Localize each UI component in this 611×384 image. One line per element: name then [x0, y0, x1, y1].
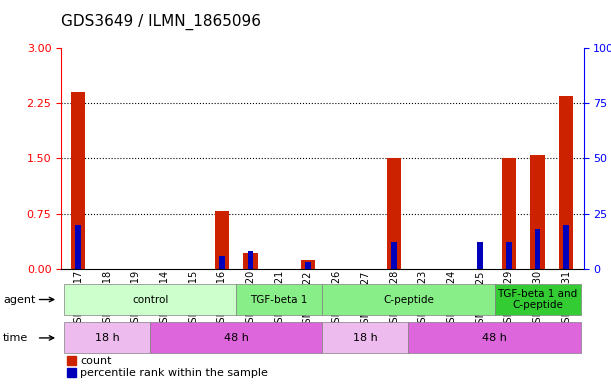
Bar — [563, 225, 569, 269]
Bar — [391, 242, 397, 269]
Bar — [219, 256, 225, 269]
Legend: count, percentile rank within the sample: count, percentile rank within the sample — [67, 356, 268, 379]
FancyBboxPatch shape — [64, 323, 150, 353]
Bar — [535, 229, 541, 269]
Bar — [502, 159, 516, 269]
Text: agent: agent — [3, 295, 35, 305]
Text: 48 h: 48 h — [482, 333, 507, 343]
FancyBboxPatch shape — [150, 323, 323, 353]
Text: TGF-beta 1 and
C-peptide: TGF-beta 1 and C-peptide — [497, 289, 578, 310]
Text: control: control — [132, 295, 168, 305]
Bar — [559, 96, 574, 269]
Bar — [477, 242, 483, 269]
Text: time: time — [3, 333, 28, 343]
FancyBboxPatch shape — [236, 284, 323, 315]
Bar — [387, 159, 401, 269]
Bar — [530, 155, 545, 269]
Text: 18 h: 18 h — [95, 333, 119, 343]
Text: C-peptide: C-peptide — [383, 295, 434, 305]
Text: 48 h: 48 h — [224, 333, 249, 343]
Bar — [506, 242, 512, 269]
Bar — [243, 253, 258, 269]
Bar — [305, 262, 311, 269]
FancyBboxPatch shape — [323, 323, 408, 353]
Bar — [214, 212, 229, 269]
Text: GDS3649 / ILMN_1865096: GDS3649 / ILMN_1865096 — [61, 13, 261, 30]
Text: TGF-beta 1: TGF-beta 1 — [251, 295, 308, 305]
Text: 18 h: 18 h — [353, 333, 378, 343]
Bar — [301, 260, 315, 269]
Bar — [75, 225, 81, 269]
FancyBboxPatch shape — [64, 284, 236, 315]
FancyBboxPatch shape — [323, 284, 494, 315]
Bar — [71, 92, 86, 269]
FancyBboxPatch shape — [408, 323, 580, 353]
FancyBboxPatch shape — [494, 284, 580, 315]
Bar — [247, 251, 254, 269]
